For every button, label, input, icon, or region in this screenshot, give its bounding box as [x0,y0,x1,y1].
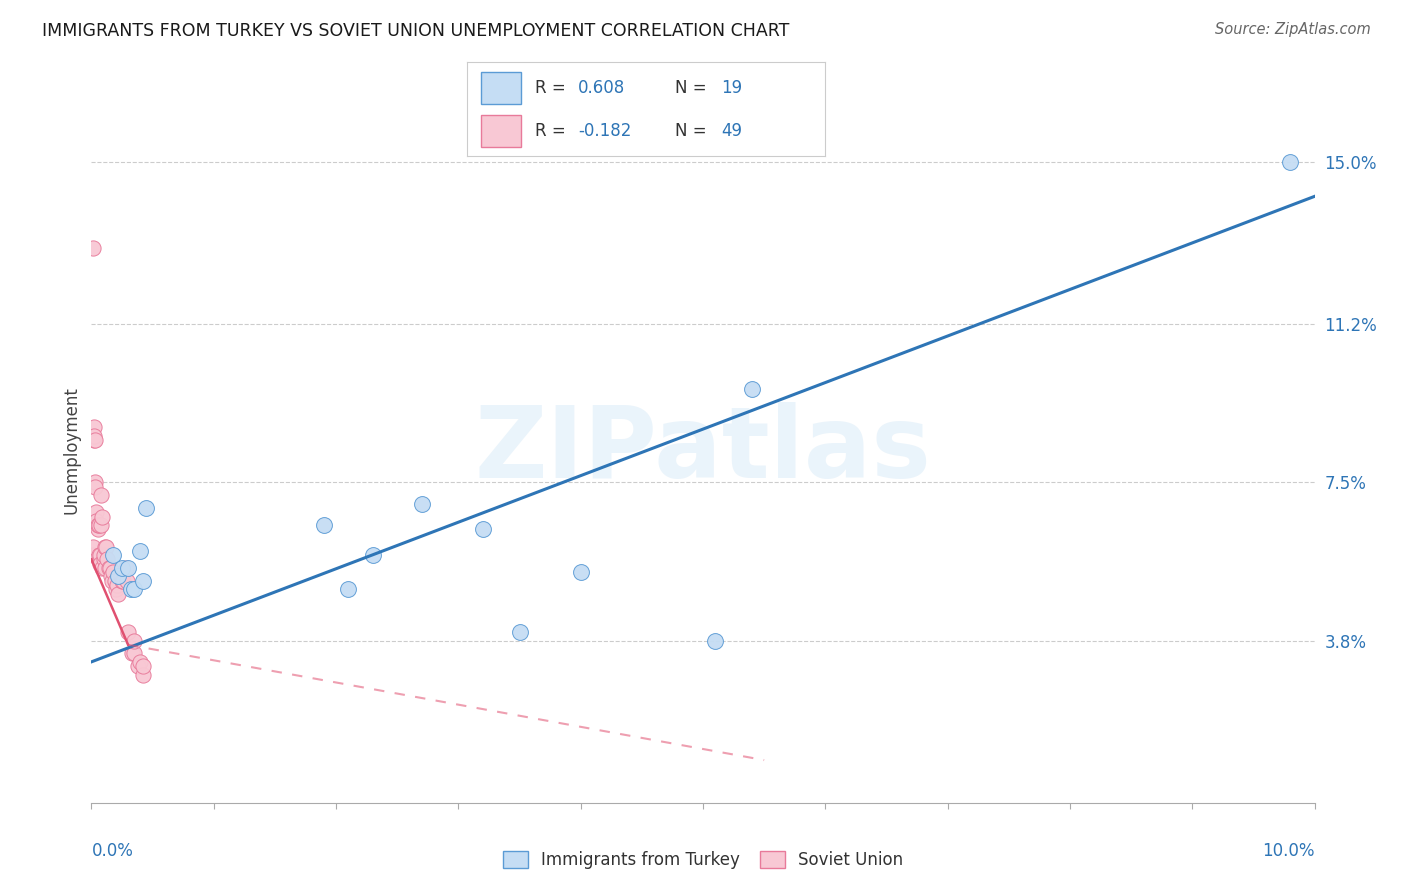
Point [122,646,145,660]
Point [117,561,139,575]
Point [112,574,135,588]
Point [87,548,110,562]
Text: 49: 49 [721,122,742,140]
Point [91,509,114,524]
FancyBboxPatch shape [481,72,520,103]
Point [411,497,433,511]
Text: 10.0%: 10.0% [1263,841,1315,860]
Point [90,488,112,502]
Point [82,540,104,554]
Point [704,633,727,648]
Point [105,578,128,592]
Point [337,582,360,597]
Point [93,552,115,566]
Point [97,561,120,575]
Point [111,574,134,588]
Point [471,523,494,537]
Point [111,561,134,575]
Point [101,574,124,588]
Y-axis label: Unemployment: Unemployment [62,386,80,515]
Point [83,433,105,447]
Point [312,518,335,533]
Point [84,480,107,494]
Point [103,548,125,562]
Point [93,548,115,562]
Text: 0.0%: 0.0% [91,841,134,860]
Point [86,523,108,537]
Point [132,659,155,673]
Point [114,561,136,575]
Point [103,565,125,579]
Point [107,569,129,583]
Point [94,540,117,554]
Point [82,241,104,255]
Text: 0.608: 0.608 [578,78,626,96]
Text: 19: 19 [721,78,742,96]
Point [120,582,142,597]
Point [122,633,145,648]
FancyBboxPatch shape [481,115,520,147]
Point [94,540,117,554]
Text: N =: N = [675,78,711,96]
Point [569,565,592,579]
Point [96,552,118,566]
Point [98,561,121,575]
Point [132,574,155,588]
Point [83,420,105,434]
Point [107,586,129,600]
Point [84,433,107,447]
Point [89,548,111,562]
Point [132,667,155,681]
Point [89,557,111,571]
Point [84,475,107,490]
Point [1279,155,1302,169]
Text: N =: N = [675,122,711,140]
Point [100,569,122,583]
Point [90,518,112,533]
Text: IMMIGRANTS FROM TURKEY VS SOVIET UNION UNEMPLOYMENT CORRELATION CHART: IMMIGRANTS FROM TURKEY VS SOVIET UNION U… [42,22,790,40]
Point [135,501,157,516]
Point [509,624,531,639]
Point [83,428,105,442]
Point [361,548,384,562]
Point [104,582,127,597]
Text: Source: ZipAtlas.com: Source: ZipAtlas.com [1215,22,1371,37]
Point [129,655,152,669]
Point [94,561,117,575]
Point [115,574,138,588]
Point [122,582,145,597]
Point [87,518,110,533]
Point [82,548,104,562]
Legend: Immigrants from Turkey, Soviet Union: Immigrants from Turkey, Soviet Union [496,844,910,876]
Point [129,544,152,558]
Point [121,646,143,660]
Point [110,569,132,583]
Point [84,514,107,528]
Text: R =: R = [534,78,571,96]
Point [117,624,139,639]
Point [104,574,127,588]
Point [86,518,108,533]
Text: R =: R = [534,122,571,140]
Text: -0.182: -0.182 [578,122,631,140]
Text: ZIPatlas: ZIPatlas [475,402,931,499]
Point [91,561,114,575]
Point [127,659,149,673]
Point [741,382,763,396]
Point [84,505,107,519]
